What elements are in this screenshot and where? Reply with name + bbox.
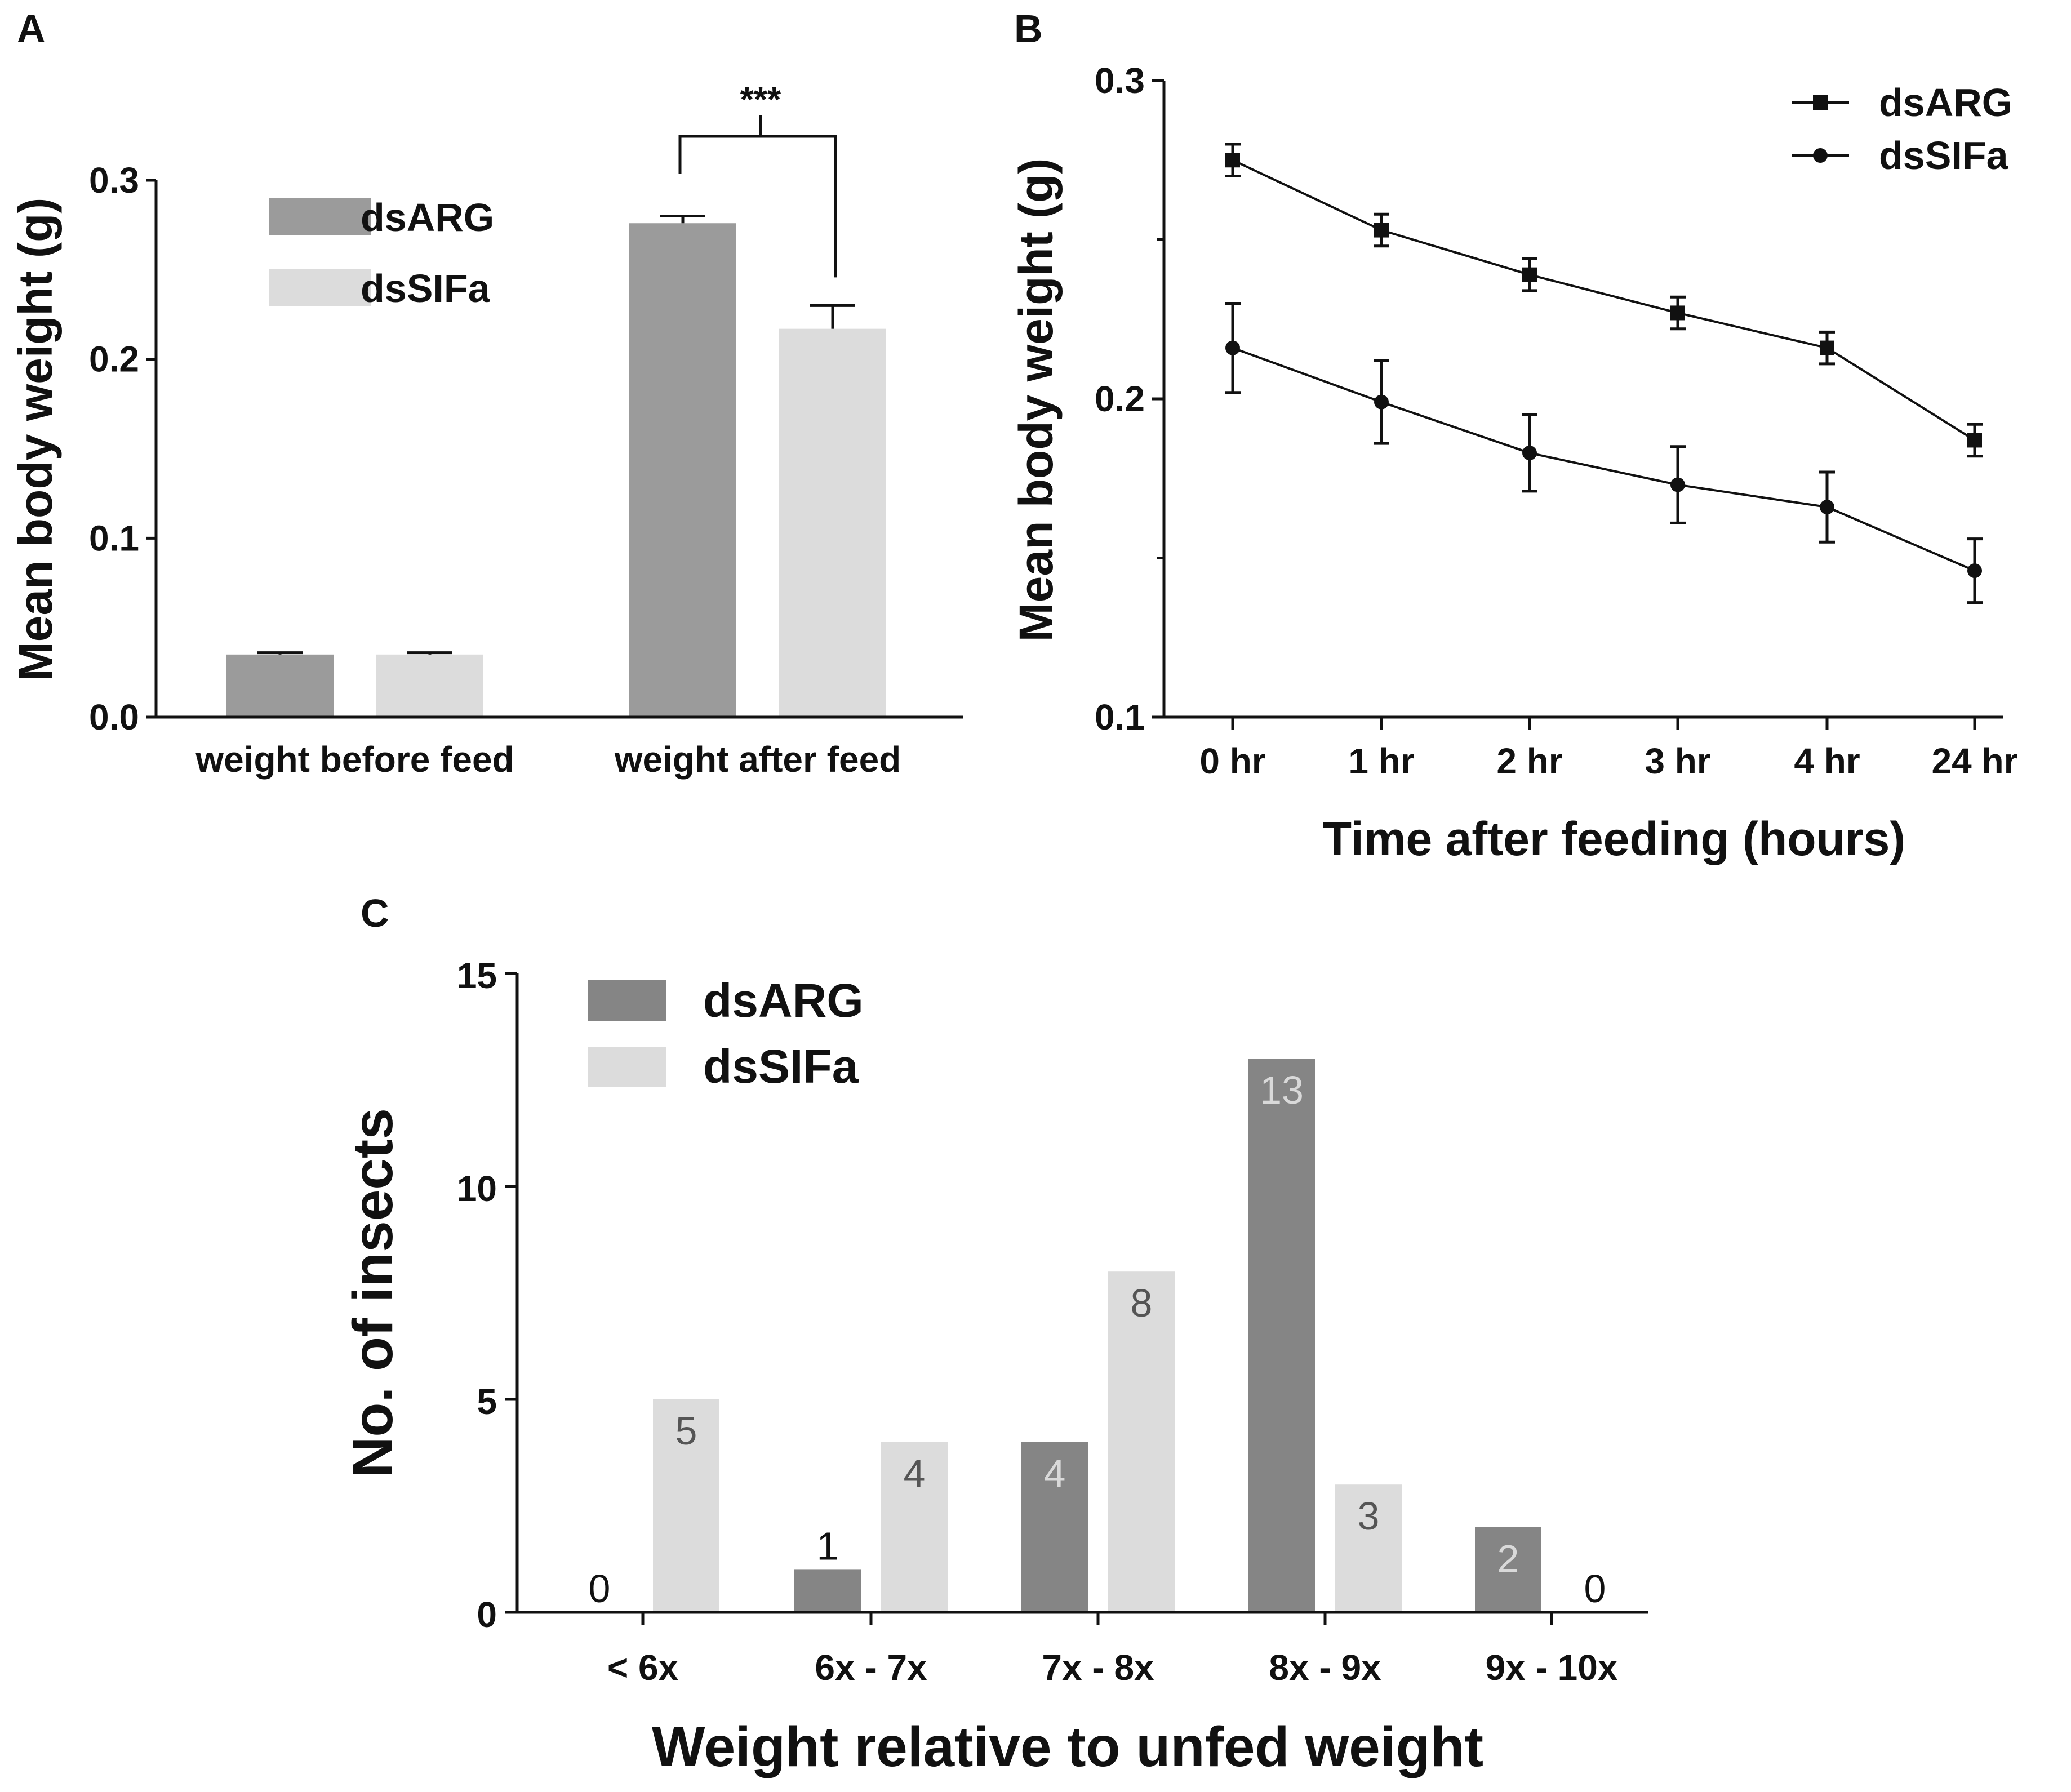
panel-a-y-tick-label-3: 0.3: [89, 160, 139, 201]
panel-c-legend: dsARG dsSIFa: [588, 974, 864, 1093]
panel-b-point-dssifa-4-hr: [1820, 500, 1834, 515]
panel-c-legend-swatch-dsarg: [588, 980, 666, 1021]
panel-b-line-chart: B Mean body weight (g) Time after feedin…: [1010, 7, 2017, 865]
panel-a-x-tick-label-weight-after-feed: weight after feed: [614, 739, 901, 780]
panel-c-y-tick-label-1: 5: [477, 1381, 497, 1422]
panel-c-bar-dssifa-8x-9x: [1335, 1484, 1402, 1612]
panel-a-legend-label-dssifa: dsSIFa: [361, 266, 491, 310]
panel-c-bar-chart: C No. of insects Weight relative to unfe…: [341, 891, 1648, 1778]
panel-b-point-dsarg-4-hr: [1820, 340, 1834, 355]
panel-c-bar-dssifa-6x-7x: [881, 1442, 948, 1612]
panel-c-bar-dsarg-7x-8x: [1021, 1442, 1088, 1612]
panel-b-point-dsarg-24-hr: [1967, 433, 1982, 448]
panel-b-x-tick-label-3-hr: 3 hr: [1645, 741, 1710, 781]
panel-c-y-tick-label-2: 10: [457, 1168, 497, 1209]
panel-b-point-dssifa-0-hr: [1225, 340, 1240, 355]
panel-b-x-tick-label-4-hr: 4 hr: [1794, 741, 1860, 781]
panel-c-x-tick-label-9x-10x: 9x - 10x: [1486, 1647, 1618, 1688]
panel-a-legend-swatch-dssifa: [269, 269, 371, 306]
panel-b-x-tick-label-24-hr: 24 hr: [1932, 741, 2018, 781]
panel-a-bar-dsarg-weight-before-feed: [226, 654, 334, 717]
panel-a-significance-bracket: ***: [678, 81, 837, 278]
panel-c-y-axis-title: No. of insects: [341, 1108, 405, 1478]
panel-c-bar-label-dsarg-7x-8x: 4: [1044, 1452, 1066, 1496]
panel-b-point-dsarg-1-hr: [1374, 223, 1389, 238]
panel-a-bar-chart: A Mean body weight (g) dsARG dsSIFa 0.0 0…: [9, 7, 963, 780]
panel-c-bar-label-dsarg-9x-10x: 2: [1497, 1537, 1519, 1581]
panel-b-point-dsarg-2-hr: [1522, 267, 1537, 282]
panel-b-legend-marker-dsarg: [1813, 95, 1828, 110]
panel-c-bar-label-dssifa-9x-10x: 0: [1584, 1567, 1606, 1611]
panel-a-x-tick-label-weight-before-feed: weight before feed: [195, 739, 514, 780]
panel-a-bar-dssifa-weight-before-feed: [376, 654, 483, 717]
panel-b-legend-marker-dssifa: [1813, 148, 1828, 163]
panel-a-y-axis-title: Mean body weight (g): [9, 198, 62, 682]
panel-c-bar-dsarg-6x-7x: [794, 1569, 861, 1612]
panel-c-legend-swatch-dssifa: [588, 1047, 666, 1087]
panel-c-y-tick-label-3: 15: [457, 955, 497, 996]
panel-c-x-tick-label-6x-7x: 6x - 7x: [815, 1647, 927, 1688]
panel-b-line-dssifa: [1232, 346, 1975, 572]
panel-a-bar-dssifa-weight-after-feed: [779, 328, 886, 717]
panel-b-y-tick-label-1: 0.2: [1095, 379, 1145, 419]
panel-a-bar-dsarg-weight-after-feed: [629, 223, 736, 717]
panel-b-x-tick-label-1-hr: 1 hr: [1348, 741, 1414, 781]
panel-c-bar-label-dsarg-6x-7x: 1: [817, 1524, 839, 1568]
panel-c-legend-label-dssifa: dsSIFa: [703, 1040, 859, 1093]
panel-c-x-tick-label-6x: < 6x: [607, 1647, 679, 1688]
panel-b-point-dssifa-3-hr: [1670, 477, 1685, 492]
panel-c-x-tick-label-8x-9x: 8x - 9x: [1269, 1647, 1381, 1688]
panel-c-legend-label-dsarg: dsARG: [703, 974, 864, 1027]
panel-a-y-tick-label-0: 0.0: [89, 697, 139, 737]
panel-b-x-axis-title: Time after feeding (hours): [1323, 812, 1906, 865]
panel-b-label: B: [1014, 7, 1043, 51]
panel-c-bar-dsarg-9x-10x: [1475, 1527, 1541, 1612]
panel-b-y-tick-label-2: 0.3: [1095, 60, 1145, 101]
panel-a-significance-stars: ***: [740, 81, 781, 119]
panel-b-point-dsarg-3-hr: [1670, 305, 1685, 321]
panel-b-x-tick-label-0-hr: 0 hr: [1199, 741, 1265, 781]
panel-b-legend-label-dssifa: dsSIFa: [1879, 134, 2009, 177]
panel-c-x-axis-title: Weight relative to unfed weight: [652, 1715, 1483, 1778]
panel-a-legend-swatch-dsarg: [269, 198, 371, 235]
panel-b-point-dsarg-0-hr: [1225, 153, 1240, 168]
panel-a-y-tick-label-2: 0.2: [89, 339, 139, 380]
panel-b-line-dsarg: [1232, 159, 1976, 442]
panel-c-label: C: [361, 891, 389, 935]
panel-c-bar-label-dsarg-6x: 0: [589, 1567, 611, 1611]
panel-b-legend: dsARG dsSIFa: [1792, 81, 2012, 177]
panel-b-y-axis-title: Mean body weight (g): [1010, 158, 1063, 642]
panel-c-y-tick-label-0: 0: [477, 1594, 497, 1635]
panel-a-bracket-line: [678, 135, 837, 278]
panel-c-bar-label-dssifa-7x-8x: 8: [1131, 1281, 1153, 1325]
panel-a-label: A: [17, 7, 46, 51]
panel-b-y-tick-label-0: 0.1: [1095, 697, 1145, 737]
panel-c-bar-label-dssifa-6x-7x: 4: [904, 1452, 926, 1496]
panel-a-legend: dsARG dsSIFa: [269, 195, 494, 310]
panel-b-point-dssifa-1-hr: [1374, 394, 1389, 410]
panel-b-point-dssifa-24-hr: [1967, 563, 1982, 579]
panel-b-x-tick-label-2-hr: 2 hr: [1496, 741, 1562, 781]
panel-b-point-dssifa-2-hr: [1522, 446, 1537, 461]
panel-c-bar-label-dsarg-8x-9x: 13: [1260, 1068, 1304, 1112]
panel-c-x-tick-label-7x-8x: 7x - 8x: [1042, 1647, 1154, 1688]
panel-c-bar-dsarg-8x-9x: [1248, 1059, 1315, 1612]
panel-c-bar-dssifa-6x: [653, 1399, 719, 1612]
panel-a-legend-label-dsarg: dsARG: [361, 195, 494, 239]
panel-a-y-tick-label-1: 0.1: [89, 518, 139, 558]
panel-c-bar-label-dssifa-6x: 5: [675, 1409, 697, 1453]
panel-c-bar-label-dssifa-8x-9x: 3: [1358, 1494, 1380, 1538]
panel-c-bar-dssifa-7x-8x: [1108, 1271, 1175, 1612]
panel-b-legend-label-dsarg: dsARG: [1879, 81, 2012, 124]
